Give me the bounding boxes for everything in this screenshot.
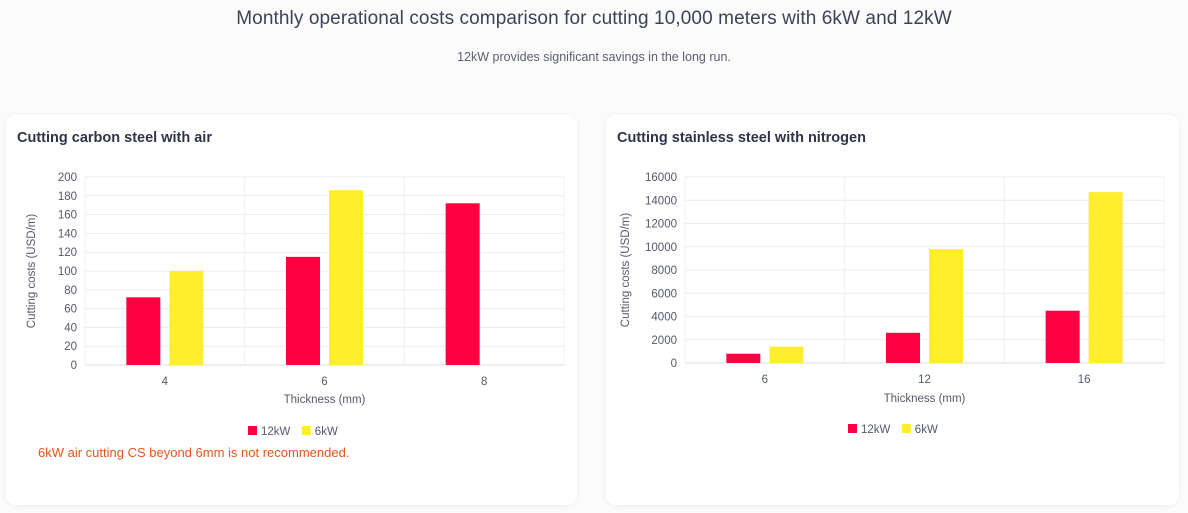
y-tick-label: 10000 xyxy=(645,242,677,254)
y-tick-label: 0 xyxy=(71,360,77,372)
stainless-steel-chart-title: Cutting stainless steel with nitrogen xyxy=(617,130,866,146)
x-tick-label: 6 xyxy=(321,376,327,388)
bar-6kw-16 xyxy=(1088,192,1123,363)
carbon-steel-chart-title: Cutting carbon steel with air xyxy=(17,130,212,146)
x-tick-label: 16 xyxy=(1078,374,1091,386)
legend-label-6kw: 6kW xyxy=(915,424,938,436)
y-tick-label: 200 xyxy=(58,172,77,184)
y-tick-label: 180 xyxy=(58,191,77,203)
y-tick-label: 20 xyxy=(64,341,77,353)
bar-12kw-16 xyxy=(1045,310,1080,363)
bar-6kw-12 xyxy=(929,249,963,363)
legend-swatch-12kw xyxy=(248,426,257,435)
y-tick-label: 140 xyxy=(58,228,77,240)
y-tick-label: 6000 xyxy=(651,288,677,300)
y-tick-label: 4000 xyxy=(651,312,677,324)
y-tick-label: 12000 xyxy=(645,219,677,231)
bar-6kw-6 xyxy=(329,190,363,365)
x-tick-label: 12 xyxy=(918,374,931,386)
bar-12kw-6 xyxy=(286,256,320,365)
legend-label-12kw: 12kW xyxy=(261,426,291,438)
legend-swatch-6kw xyxy=(901,424,911,433)
y-axis-title: Cutting costs (USD/m) xyxy=(620,213,632,328)
y-tick-label: 2000 xyxy=(651,335,677,347)
x-tick-label: 8 xyxy=(481,376,487,388)
y-tick-label: 100 xyxy=(58,266,77,278)
legend-swatch-12kw xyxy=(848,424,857,433)
bar-12kw-12 xyxy=(886,332,920,363)
x-axis-title: Thickness (mm) xyxy=(284,394,366,406)
stainless-steel-chart: 0 2000 4000 6000 8000 10000 12000 14000 16000 6 12… xyxy=(620,172,1165,436)
stainless-steel-chart-card: Cutting stainless steel with nitrogen 0 2… xyxy=(606,115,1179,505)
y-axis-title: Cutting costs (USD/m) xyxy=(26,214,38,329)
x-tick-label: 6 xyxy=(762,374,768,386)
bar-6kw-6 xyxy=(769,346,804,363)
carbon-steel-chart: 0 20 40 60 80 100 120 140 160 180 200 4 6 8 Thickness … xyxy=(26,172,565,438)
legend-label-6kw: 6kW xyxy=(315,426,338,438)
carbon-steel-chart-card: Cutting carbon steel with air 0 20 40 60 80 1… xyxy=(6,115,577,505)
y-tick-label: 120 xyxy=(58,247,77,259)
bar-12kw-8 xyxy=(445,203,480,365)
bar-12kw-6 xyxy=(726,353,761,363)
y-tick-label: 0 xyxy=(671,358,677,370)
y-tick-label: 40 xyxy=(64,322,77,334)
legend-swatch-6kw xyxy=(301,426,311,435)
y-tick-label: 160 xyxy=(58,210,77,222)
page-subtitle: 12kW provides significant savings in the… xyxy=(457,50,731,64)
recommendation-note: 6kW air cutting CS beyond 6mm is not rec… xyxy=(38,445,350,460)
legend-label-12kw: 12kW xyxy=(861,424,891,436)
y-tick-label: 80 xyxy=(64,285,77,297)
y-tick-label: 16000 xyxy=(645,172,677,184)
y-tick-label: 60 xyxy=(64,304,77,316)
bar-6kw-4 xyxy=(169,271,204,365)
y-tick-label: 8000 xyxy=(651,265,677,277)
y-tick-label: 14000 xyxy=(645,195,677,207)
bar-12kw-4 xyxy=(126,297,161,365)
page-title: Monthly operational costs comparison for… xyxy=(236,8,952,29)
x-tick-label: 4 xyxy=(162,376,169,388)
x-axis-title: Thickness (mm) xyxy=(884,393,966,405)
